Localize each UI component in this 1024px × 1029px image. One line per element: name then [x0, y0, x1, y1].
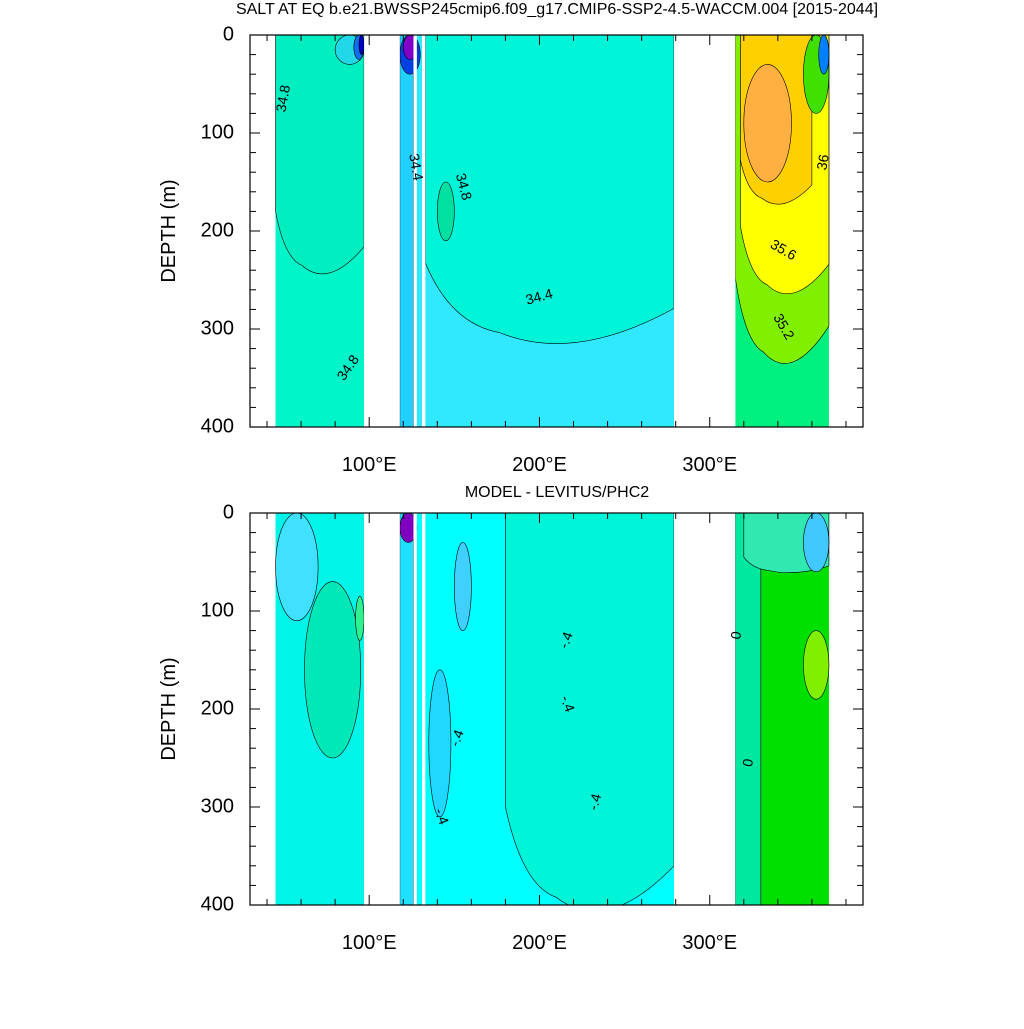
salinity-blob [304, 581, 361, 759]
x-tick-label: 100°E [342, 932, 397, 954]
land-mask [673, 513, 736, 905]
salinity-blob [454, 542, 472, 631]
y-tick-label: 300 [201, 317, 234, 339]
contour-label: 34.4 [406, 152, 427, 182]
y-tick-label: 100 [201, 599, 234, 621]
region-indian [275, 35, 365, 427]
y-tick-label: 200 [201, 697, 234, 719]
region-atlantic [734, 513, 830, 905]
plot-area: -.4 -.4 -.4 -.4 -.4 0 0 [275, 513, 830, 905]
salinity-blob [428, 669, 452, 818]
y-tick-label: 0 [223, 501, 234, 523]
contour-label: 34.8 [453, 171, 476, 202]
contour-label: 34.4 [524, 285, 555, 308]
land-mask [673, 35, 736, 427]
contour-label: -.4 [558, 693, 579, 714]
salinity-contour-area [425, 35, 675, 344]
salinity-blob [275, 513, 319, 622]
y-tick-label: 0 [223, 23, 234, 45]
contour-label: -.4 [432, 806, 453, 827]
land-mask [413, 513, 417, 905]
contour-label: 0 [727, 630, 744, 641]
region-pacific [399, 35, 675, 427]
salinity-blob [355, 595, 365, 641]
salinity-band [399, 513, 414, 905]
contour-label: -.4 [585, 792, 605, 812]
land-mask [421, 513, 426, 905]
salinity-blob [803, 630, 830, 700]
contour-label: 34.8 [273, 83, 294, 113]
salinity-blob [818, 35, 830, 75]
salinity-blob [358, 35, 365, 55]
salinity-contour-area [505, 513, 675, 905]
salinity-blob [743, 64, 792, 183]
contour-label: 0 [739, 757, 756, 768]
contour-label: -.4 [446, 727, 467, 748]
x-tick-label: 100°E [342, 454, 397, 476]
region-atlantic [734, 35, 830, 427]
region-indian [275, 513, 365, 905]
x-tick-label: 200°E [512, 454, 567, 476]
x-tick-label: 300°E [682, 454, 737, 476]
salinity-contour-area [275, 35, 365, 275]
land-mask [413, 35, 417, 427]
contour-label: 36 [813, 153, 831, 171]
salinity-band [734, 513, 762, 905]
land-mask [364, 513, 400, 905]
land-mask [421, 35, 426, 427]
y-tick-label: 400 [201, 415, 234, 437]
salinity-blob [437, 181, 455, 242]
y-tick-label: 100 [201, 121, 234, 143]
panel-difference: -.4 -.4 -.4 -.4 -.4 0 0 100°E 200°E 300°E 0 100 200 3… [158, 501, 864, 954]
y-axis-label: DEPTH (m) [158, 657, 180, 760]
contour-label: -.4 [555, 629, 576, 650]
land-mask [364, 35, 400, 427]
y-tick-label: 400 [201, 893, 234, 915]
y-tick-label: 300 [201, 795, 234, 817]
x-tick-label: 200°E [512, 932, 567, 954]
region-pacific [399, 513, 675, 905]
salinity-band [399, 35, 414, 427]
figure-title: SALT AT EQ b.e21.BWSSP245cmip6.f09_g17.C… [236, 1, 878, 18]
y-axis-label: DEPTH (m) [158, 179, 180, 282]
y-tick-label: 200 [201, 219, 234, 241]
x-tick-label: 300°E [682, 932, 737, 954]
salinity-blob [803, 513, 830, 573]
panel2-title: MODEL - LEVITUS/PHC2 [465, 484, 649, 501]
